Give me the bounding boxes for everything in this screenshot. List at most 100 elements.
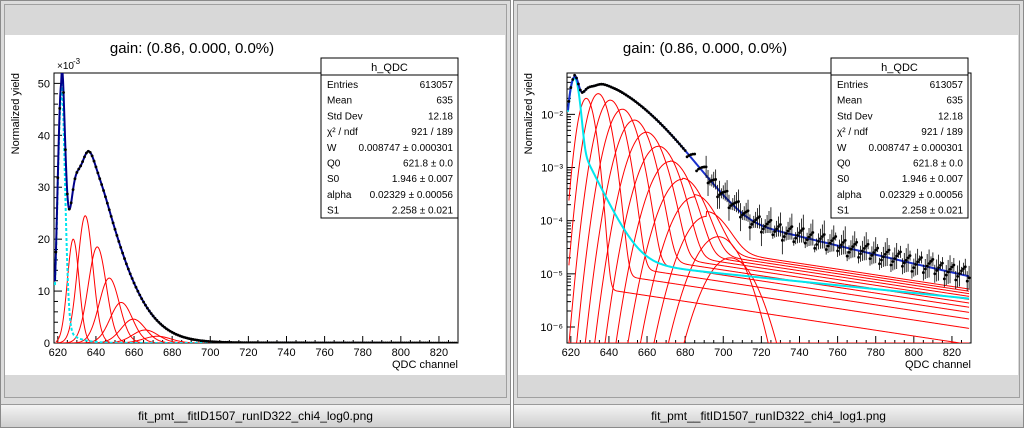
data-point (651, 114, 655, 118)
data-point (634, 100, 638, 104)
pe-component-7-curve (568, 145, 970, 343)
data-point (636, 101, 639, 105)
data-point (115, 234, 119, 237)
right-chart: gain: (0.86, 0.000, 0.0%) 620 640 660 680 700… (523, 40, 972, 371)
data-point (672, 136, 676, 139)
data-point (668, 131, 672, 135)
plot-area (567, 73, 971, 343)
data-point (94, 165, 98, 169)
stats-label: Mean (837, 96, 862, 107)
y-exponent-power: -3 (73, 57, 81, 66)
left-canvas: gain: (0.86, 0.000, 0.0%) 620 640 660 680 700… (5, 35, 505, 375)
chart-title: gain: (0.86, 0.000, 0.0%) (110, 40, 274, 57)
data-point (65, 192, 69, 196)
data-point (653, 116, 657, 120)
stats-title: h_QDC (881, 62, 918, 74)
stats-label: χ² / ndf (837, 127, 868, 138)
data-point (104, 195, 107, 199)
data-point (660, 123, 664, 127)
stats-label: Std Dev (837, 111, 873, 122)
x-tick-label: 780 (354, 347, 372, 359)
x-tick-label: 820 (430, 347, 448, 359)
x-tick-label: 720 (239, 347, 257, 359)
y-tick-label: 20 (38, 234, 50, 246)
y-exponent: ×10 (57, 61, 74, 72)
x-axis-label: QDC channel (905, 359, 971, 371)
stats-value: 2.258 ± 0.021 (392, 206, 454, 217)
data-point (454, 341, 458, 343)
x-tick-label: 740 (790, 347, 808, 359)
data-point (100, 183, 104, 186)
stats-value: 12.18 (938, 111, 963, 122)
stats-box (830, 57, 969, 219)
x-tick-label: 700 (714, 347, 732, 359)
data-point (147, 309, 151, 313)
data-point (577, 82, 580, 86)
pe-component-2-curve (568, 93, 970, 329)
data-point (647, 111, 651, 115)
stats-label: Q0 (837, 159, 851, 170)
data-point (670, 134, 674, 137)
left-caption: fit_pmt__fitID1507_runID322_chi4_log0.pn… (1, 404, 510, 427)
stats-value: 613057 (930, 80, 964, 91)
data-point (77, 167, 81, 171)
data-point (142, 300, 145, 304)
data-point (98, 177, 102, 181)
x-tick-label: 640 (600, 347, 618, 359)
data-point (130, 277, 134, 280)
x-tick-label: 640 (87, 347, 105, 359)
pe-component-10-curve (568, 194, 970, 343)
stats-label: S0 (837, 174, 850, 185)
stats-box (320, 57, 459, 219)
data-point (664, 127, 668, 131)
y-tick-label: 10⁻⁶ (540, 322, 563, 334)
data-point (67, 207, 71, 211)
data-point (638, 103, 641, 106)
data-point (678, 142, 681, 146)
stats-label: χ² / ndf (327, 127, 358, 138)
data-point (681, 146, 685, 150)
data-point (73, 177, 77, 181)
stats-label: Q0 (327, 159, 341, 170)
stats-value: 635 (436, 96, 453, 107)
data-point (69, 201, 73, 205)
stats-value: 1.946 ± 0.007 (392, 174, 454, 185)
data-point (676, 140, 679, 144)
y-tick-label: 10 (38, 286, 50, 298)
x-tick-label: 820 (943, 347, 961, 359)
data-point (666, 129, 670, 133)
stats-value: 921 / 189 (411, 127, 453, 138)
data-point (163, 325, 166, 329)
data-point (92, 159, 96, 163)
stats-value: 12.18 (428, 111, 453, 122)
data-point (569, 86, 573, 89)
data-point (584, 87, 588, 91)
x-tick-label: 760 (315, 347, 333, 359)
data-point (125, 262, 128, 266)
data-point (573, 73, 577, 77)
y-tick-label: 10⁻³ (541, 163, 563, 175)
data-point (674, 138, 678, 142)
y-tick-label: 10⁻⁵ (540, 269, 563, 281)
data-point (632, 98, 636, 102)
data-point (105, 201, 109, 205)
data-point (582, 89, 586, 93)
data-point (54, 250, 58, 254)
data-point (128, 272, 132, 276)
y-tick-label: 0 (44, 338, 50, 350)
data-point (567, 99, 571, 103)
data-point (79, 164, 83, 168)
data-point (149, 312, 153, 315)
data-point (639, 104, 643, 108)
data-point (159, 322, 163, 326)
stats-label: alpha (327, 190, 352, 201)
data-point (153, 316, 157, 320)
pe-component-11-curve (568, 210, 970, 343)
stats-label: Std Dev (327, 111, 363, 122)
y-tick-label: 10⁻² (541, 109, 563, 121)
stats-value: 621.8 ± 0.0 (403, 159, 453, 170)
y-axis-label: Normalized yield (523, 73, 535, 154)
stats-title: h_QDC (371, 62, 408, 74)
data-point (109, 214, 113, 218)
x-tick-label: 660 (638, 347, 656, 359)
